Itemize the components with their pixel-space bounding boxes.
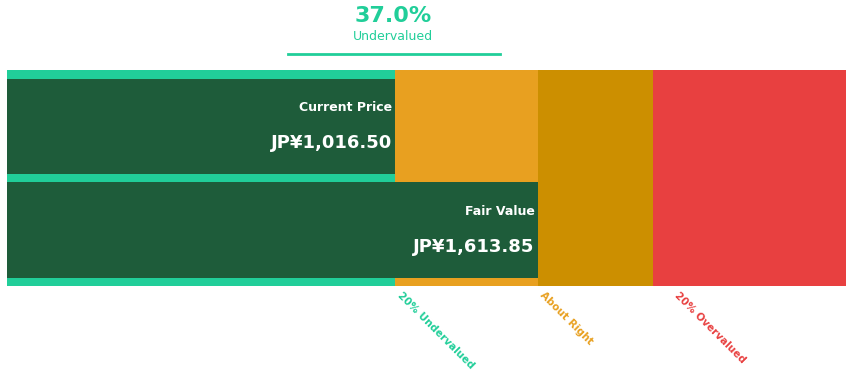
Bar [395,70,538,287]
Text: JP¥1,613.85: JP¥1,613.85 [413,238,534,256]
Bar [538,70,653,287]
Text: 37.0%: 37.0% [354,6,431,26]
Text: Fair Value: Fair Value [464,204,534,218]
Text: Undervalued: Undervalued [353,30,433,43]
Bar [7,182,538,278]
Bar [7,70,395,287]
Bar [653,70,845,287]
Text: Current Price: Current Price [298,101,392,114]
Text: 20% Overvalued: 20% Overvalued [671,290,746,365]
Text: About Right: About Right [538,290,594,347]
Text: 20% Undervalued: 20% Undervalued [395,290,475,370]
Text: JP¥1,016.50: JP¥1,016.50 [270,134,392,152]
Bar [7,79,395,174]
